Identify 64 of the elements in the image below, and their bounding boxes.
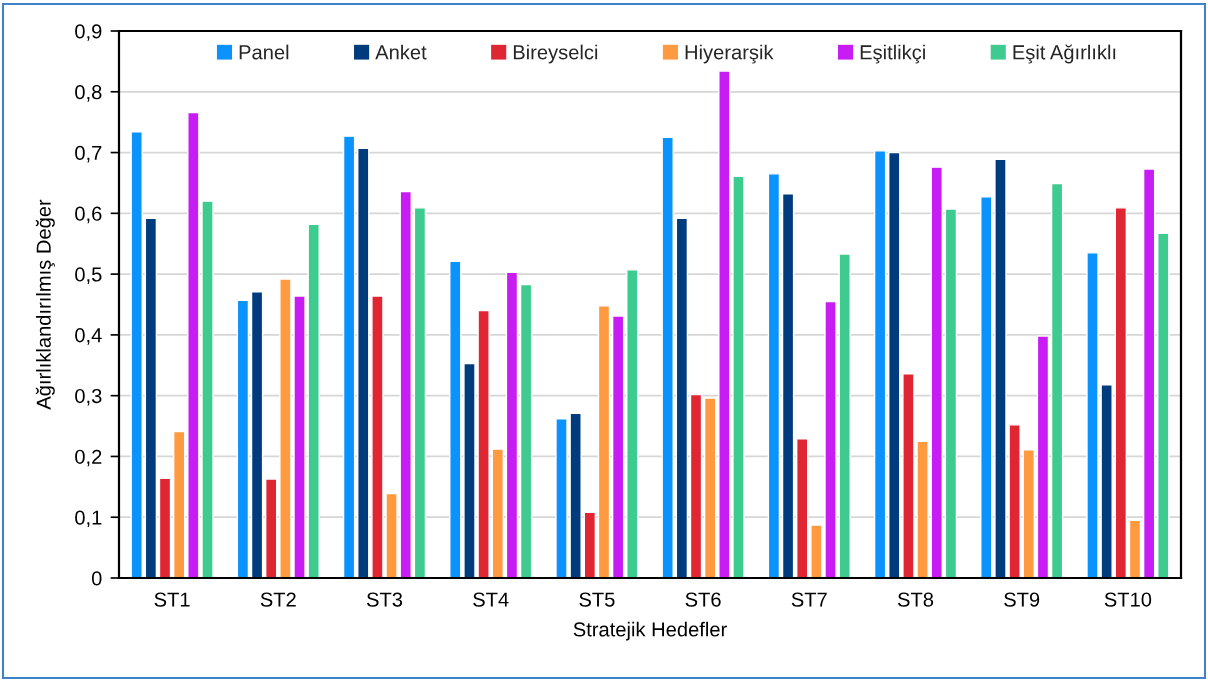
- bar: [781, 193, 795, 578]
- bar: [1022, 449, 1035, 578]
- bar: [583, 511, 597, 578]
- bar: [236, 299, 250, 578]
- y-tick-label: 0,7: [75, 145, 102, 163]
- legend-label: Anket: [375, 44, 427, 60]
- legend-label: Bireyselci: [513, 44, 598, 64]
- y-tick-label: 0,5: [75, 267, 102, 284]
- bar: [626, 269, 639, 578]
- bar: [357, 147, 370, 578]
- y-tick-label: 0,3: [75, 388, 102, 406]
- bar: [399, 190, 412, 578]
- y-tick-label: 0,6: [75, 206, 102, 224]
- x-tick-label: ST1: [154, 592, 190, 607]
- y-axis-title: Ağırlıklandırılmış Değer: [35, 199, 55, 410]
- bar: [130, 131, 143, 578]
- bar: [1142, 168, 1156, 578]
- x-tick-label: ST2: [260, 592, 296, 607]
- bar: [1036, 335, 1050, 578]
- bar: [661, 136, 674, 578]
- bar: [1050, 182, 1064, 578]
- y-tick-label: 0,4: [75, 328, 102, 345]
- bar: [1157, 232, 1170, 578]
- y-tick-label: 0,9: [75, 24, 102, 41]
- bar: [144, 217, 158, 578]
- y-tick-label: 0,1: [75, 510, 102, 528]
- x-tick-label: ST9: [1004, 592, 1040, 607]
- bar: [675, 217, 689, 578]
- bar: [767, 173, 781, 578]
- x-tick-label: ST4: [473, 592, 509, 607]
- bar: [611, 315, 625, 578]
- y-tick-label: 0: [91, 571, 102, 586]
- legend-label: Eşit Ağırlıklı: [1013, 44, 1116, 64]
- bar: [250, 291, 264, 578]
- bar: [930, 166, 943, 578]
- bar: [796, 438, 809, 578]
- bar: [413, 207, 427, 578]
- bar: [491, 448, 504, 578]
- y-tick-label: 0,8: [75, 85, 102, 102]
- x-tick-label: ST8: [897, 592, 934, 607]
- legend-label: Panel: [239, 44, 289, 60]
- bar: [172, 430, 186, 578]
- bar: [689, 393, 703, 578]
- legend-label: Hiyerarşik: [685, 44, 774, 64]
- x-axis-title: Stratejik Hedefler: [573, 621, 727, 641]
- x-tick-label: ST10: [1104, 592, 1152, 607]
- x-tick-label: ST5: [579, 592, 615, 607]
- bar: [342, 135, 356, 578]
- bar: [703, 397, 717, 578]
- x-tick-label: ST3: [366, 592, 403, 607]
- y-tick-label: 0,2: [75, 449, 102, 467]
- x-tick-label: ST7: [791, 592, 827, 607]
- bar: [873, 150, 887, 578]
- bar: [944, 208, 958, 578]
- bar: [265, 478, 278, 578]
- bar: [888, 151, 901, 578]
- x-tick-label: ST6: [685, 592, 721, 607]
- bar: [1128, 519, 1142, 578]
- bar: [519, 283, 533, 578]
- bar: [505, 271, 519, 578]
- bar: [158, 477, 172, 578]
- legend-label: Eşitlikçi: [860, 44, 925, 64]
- bar: [1114, 207, 1128, 578]
- bar: [597, 305, 611, 578]
